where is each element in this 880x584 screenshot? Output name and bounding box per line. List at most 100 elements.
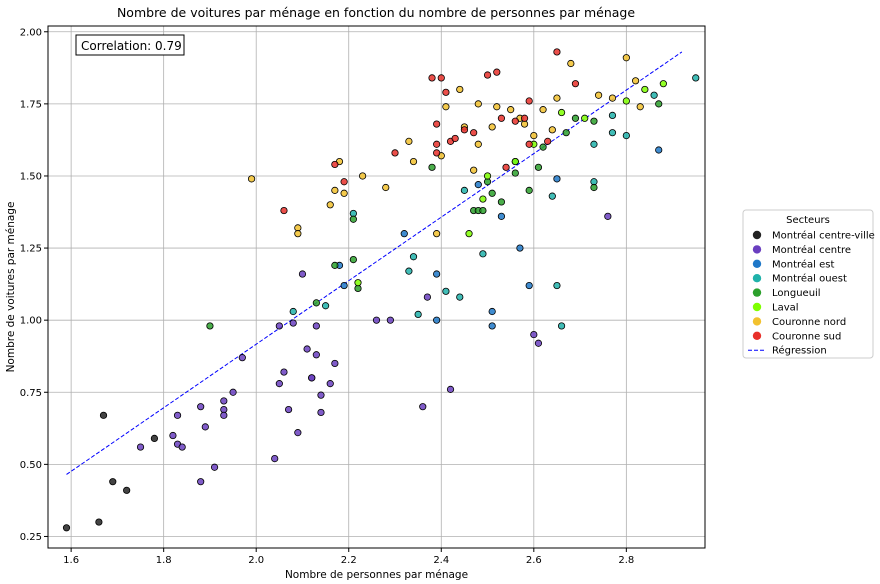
legend: Secteurs Montréal centre-ville Montréal c… [742,209,875,359]
data-point [622,54,630,62]
legend-label: Laval [772,303,799,314]
legend-label: Couronne nord [772,317,846,328]
data-point [608,111,617,120]
legend-label: Montréal centre [772,244,851,256]
x-tick-label: 2.6 [526,555,542,566]
data-point [636,103,644,111]
y-ticks: 0.25 0.50 0.75 1.00 1.25 1.50 1.75 2.00 [20,27,48,543]
data-point [659,80,667,88]
data-point [303,345,311,353]
data-point [456,85,464,94]
plot-frame [47,25,706,549]
data-point [308,374,316,382]
data-point [511,169,519,177]
y-tick-label: 1.75 [20,99,42,110]
data-point [692,74,700,82]
data-point [534,339,543,347]
points-layer [62,48,700,532]
data-point [544,137,552,145]
data-point [99,411,108,419]
legend-marker [752,317,762,326]
data-point [470,166,478,174]
data-point [530,330,538,339]
data-point [557,108,566,117]
data-point [414,310,422,318]
y-tick-label: 0.50 [20,460,42,471]
data-point [136,443,145,451]
data-point [312,322,320,330]
legend-marker [752,331,762,340]
data-point [539,143,547,151]
data-point [201,423,209,431]
data-point [483,172,492,180]
y-tick-label: 2.00 [20,27,42,38]
legend-marker [752,288,762,297]
legend-title: Secteurs [786,215,830,226]
data-point [359,172,367,180]
y-tick-label: 0.75 [20,388,42,399]
x-tick-label: 2.0 [248,555,264,566]
data-point [340,178,348,186]
data-point [479,195,487,203]
data-point [442,287,450,295]
data-point [553,94,561,102]
data-point [409,253,418,261]
data-point [590,117,598,125]
data-point [331,160,339,169]
legend-label: Longueuil [772,288,821,299]
data-point [428,163,436,171]
data-point [525,281,533,290]
data-point [433,230,441,238]
data-point [571,80,580,88]
data-point [525,140,533,148]
data-point [553,281,561,290]
data-point [405,137,413,145]
data-point [284,405,293,414]
legend-marker [752,274,762,283]
data-point [474,181,482,189]
data-point [109,478,117,486]
data-point [150,434,159,443]
data-point [465,230,473,238]
data-point [437,74,445,82]
data-point [553,48,561,56]
data-point [562,129,570,137]
legend-marker [752,259,762,268]
data-point [581,114,589,122]
data-point [456,293,464,301]
x-tick-label: 1.8 [156,555,172,566]
correlation-annotation: Correlation: 0.79 [75,34,185,56]
data-point [433,140,441,148]
data-point [534,163,543,171]
data-point [631,77,640,85]
data-point [322,302,330,310]
data-point [548,192,556,200]
data-point [655,146,663,154]
data-point [460,186,469,194]
chart-title: Nombre de voitures par ménage en fonctio… [117,5,635,20]
data-point [650,91,658,99]
y-tick-label: 1.50 [20,171,42,182]
data-point [511,157,519,166]
data-point [507,106,515,114]
data-point [520,114,529,122]
data-point [488,322,496,330]
legend-label: Régression [772,345,827,357]
legend-marker [752,302,762,312]
correlation-annotation-box [75,34,185,56]
data-point [502,163,510,171]
data-point [423,293,431,301]
data-point [460,126,469,134]
data-point [525,97,533,105]
data-point [294,230,302,238]
data-point [516,244,524,252]
data-point [247,175,256,183]
data-point [331,261,339,269]
legend-marker [752,245,762,254]
data-point [433,270,441,278]
legend-label: Montréal centre-ville [772,230,875,242]
data-point [488,123,496,131]
data-point [331,186,339,194]
data-point [622,97,630,105]
data-point [173,411,182,419]
